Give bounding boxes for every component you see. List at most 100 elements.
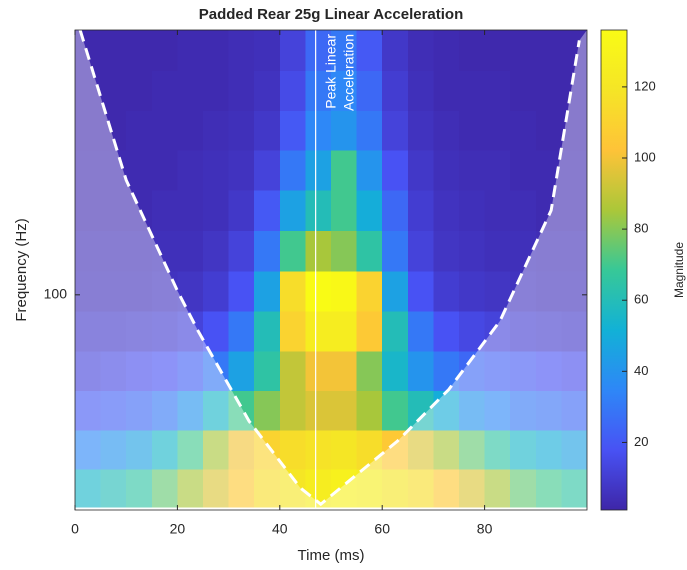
heatmap-cell (100, 310, 127, 352)
heatmap-cell (203, 230, 230, 272)
heatmap-cell (433, 150, 460, 191)
heatmap-cell (535, 310, 562, 352)
heatmap-cell (305, 270, 332, 312)
heatmap-cell (356, 30, 383, 71)
heatmap-cell (279, 350, 306, 392)
heatmap-cell (254, 110, 281, 151)
heatmap-cell (535, 390, 562, 431)
heatmap-cell (382, 270, 409, 312)
heatmap-cell (203, 310, 230, 352)
heatmap-cell (356, 390, 383, 431)
heatmap-cell (382, 429, 409, 470)
heatmap-cell (254, 270, 281, 312)
heatmap-cell (151, 429, 178, 470)
heatmap-cell (228, 468, 255, 508)
heatmap-cell (279, 30, 306, 71)
heatmap-cell (254, 429, 281, 470)
heatmap-cell (305, 310, 332, 352)
heatmap-cell (75, 270, 102, 312)
heatmap-cell (382, 70, 409, 112)
heatmap-cell (100, 230, 127, 272)
heatmap-cell (279, 390, 306, 431)
heatmap-cell (407, 390, 434, 431)
heatmap-cell (356, 70, 383, 112)
heatmap-cell (484, 310, 511, 352)
heatmap-cell (75, 190, 102, 232)
heatmap-cell (100, 429, 127, 470)
heatmap-cell (126, 310, 153, 352)
heatmap-cell (331, 350, 358, 392)
heatmap-cell (279, 150, 306, 191)
heatmap-cell (203, 468, 230, 508)
heatmap-cell (75, 230, 102, 272)
heatmap-cell (459, 150, 486, 191)
x-tick-label: 0 (71, 521, 79, 537)
heatmap-cell (561, 150, 587, 191)
heatmap-cell (382, 30, 409, 71)
heatmap-cell (433, 190, 460, 232)
heatmap-cell (254, 190, 281, 232)
heatmap-cell (203, 390, 230, 431)
heatmap-cell (331, 190, 358, 232)
heatmap-cell (561, 350, 587, 392)
heatmap-cell (433, 390, 460, 431)
heatmap-cell (459, 468, 486, 508)
heatmap-cell (100, 190, 127, 232)
heatmap-cell (356, 468, 383, 508)
heatmap-cell (535, 230, 562, 272)
heatmap-cell (561, 270, 587, 312)
heatmap-cell (279, 310, 306, 352)
plot-frame (74, 29, 588, 511)
heatmap-cell (535, 350, 562, 392)
heatmap-cell (126, 390, 153, 431)
heatmap-cell (203, 270, 230, 312)
heatmap-cell (561, 230, 587, 272)
heatmap-cell (382, 390, 409, 431)
heatmap-cell (331, 468, 358, 508)
heatmap-cell (305, 350, 332, 392)
heatmap-cell (203, 110, 230, 151)
heatmap-cell (279, 270, 306, 312)
heatmap-cell (356, 150, 383, 191)
heatmap-cell (203, 150, 230, 191)
heatmap-cell (459, 190, 486, 232)
heatmap-cell (459, 429, 486, 470)
heatmap-cell (356, 270, 383, 312)
heatmap-cell (535, 190, 562, 232)
heatmap-cell (305, 30, 332, 71)
heatmap-cell (177, 30, 204, 71)
heatmap-cell (331, 429, 358, 470)
heatmap-cell (561, 390, 587, 431)
heatmap-cell (100, 390, 127, 431)
heatmap-cell (151, 110, 178, 151)
heatmap-cell (151, 310, 178, 352)
heatmap-cell (484, 230, 511, 272)
heatmap-cell (459, 70, 486, 112)
heatmap-cell (100, 270, 127, 312)
heatmap-cell (459, 230, 486, 272)
heatmap-cell (433, 270, 460, 312)
annotation: Acceleration (340, 34, 356, 111)
heatmap-cell (126, 150, 153, 191)
heatmap-cell (305, 429, 332, 470)
heatmap-cell (561, 310, 587, 352)
heatmap-cell (484, 270, 511, 312)
heatmap-cell (177, 70, 204, 112)
heatmap-cell (151, 350, 178, 392)
heatmap-cell (75, 70, 102, 112)
heatmap-cell (510, 429, 537, 470)
heatmap-cell (484, 190, 511, 232)
heatmap-cell (177, 390, 204, 431)
heatmap-cell (151, 190, 178, 232)
heatmap-cell (484, 429, 511, 470)
heatmap-cell (407, 468, 434, 508)
heatmap-cell (279, 230, 306, 272)
heatmap-cell (254, 390, 281, 431)
heatmap-cell (484, 350, 511, 392)
x-tick-label: 80 (477, 521, 493, 537)
heatmap-cell (151, 468, 178, 508)
heatmap-cell (151, 390, 178, 431)
heatmap-cell (407, 70, 434, 112)
heatmap-cell (151, 270, 178, 312)
heatmap-cell (484, 390, 511, 431)
